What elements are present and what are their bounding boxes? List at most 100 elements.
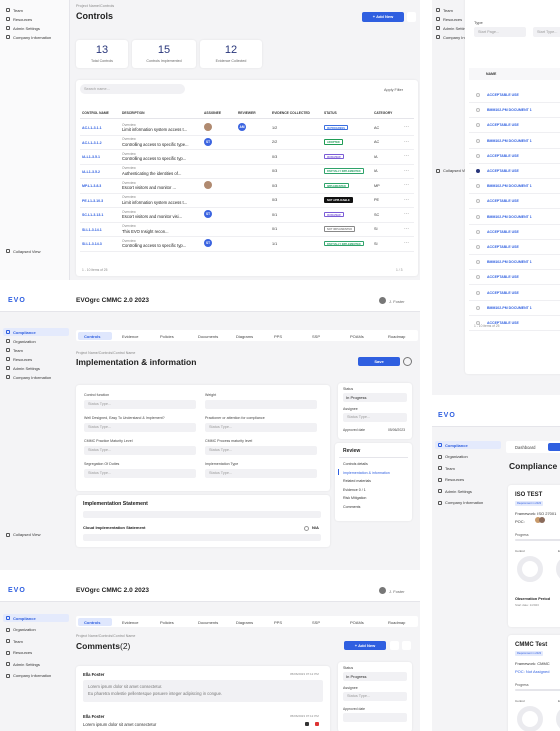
sidebar-item[interactable]: Admin Settings: [13, 25, 40, 31]
row-radio[interactable]: [476, 199, 480, 204]
sidebar-item[interactable]: Resources: [13, 16, 33, 22]
save-button[interactable]: Save: [358, 357, 400, 366]
tab[interactable]: Roadmap: [388, 619, 406, 625]
control-name[interactable]: MP.L1-3.8.3: [82, 184, 102, 188]
filter-button[interactable]: Apply Filter: [384, 87, 403, 92]
row-radio[interactable]: [476, 214, 480, 219]
document-name[interactable]: BMM102-PM DOCUMENT 1: [487, 108, 532, 113]
sidebar-item[interactable]: Resources: [13, 650, 33, 655]
refresh-button[interactable]: [403, 357, 412, 366]
card-title[interactable]: CMMC Test: [515, 642, 548, 648]
document-name[interactable]: ACCEPTABLE USE: [487, 290, 519, 295]
search-box[interactable]: Search name...: [80, 84, 185, 94]
sidebar-item[interactable]: Admin Settings: [443, 25, 470, 31]
filter-input[interactable]: Start Type...: [533, 27, 560, 37]
sidebar-item[interactable]: Organization: [13, 627, 36, 632]
sidebar-item[interactable]: Company Information: [443, 34, 482, 40]
control-name[interactable]: PE.L1-3.10.3: [82, 198, 104, 203]
row-radio[interactable]: [476, 321, 480, 325]
document-name[interactable]: ACCEPTABLE USE: [487, 199, 519, 204]
document-name[interactable]: BMM102-PM DOCUMENT 1: [487, 184, 532, 189]
sidebar-item[interactable]: Compliance: [445, 442, 468, 448]
row-radio[interactable]: [476, 93, 480, 97]
control-name[interactable]: SI.L1-3.14.1: [82, 227, 102, 232]
control-name[interactable]: AC.L1-3.1.1: [82, 126, 102, 130]
document-name[interactable]: ACCEPTABLE USE: [487, 245, 519, 249]
sidebar-item[interactable]: Organization: [445, 454, 468, 459]
back-button[interactable]: [402, 641, 411, 650]
review-item[interactable]: Controls details: [343, 462, 368, 466]
sidebar-item[interactable]: Company Information: [13, 673, 52, 678]
field-input[interactable]: Status Type...: [205, 446, 317, 455]
cloud-input[interactable]: [83, 534, 321, 541]
field-input[interactable]: Status Type...: [84, 446, 196, 455]
control-name[interactable]: AC.L1-3.1.2: [82, 140, 102, 145]
tab[interactable]: Dashboard: [515, 445, 536, 450]
tab[interactable]: Roadmap: [388, 333, 406, 339]
row-radio[interactable]: [476, 138, 480, 143]
document-name[interactable]: BMM102-PM DOCUMENT 1: [487, 138, 532, 143]
tab[interactable]: PPS: [274, 619, 283, 625]
tab[interactable]: Diagrams: [236, 333, 254, 339]
tab[interactable]: SSP: [312, 619, 321, 625]
field-input[interactable]: Status Type...: [84, 469, 196, 478]
tab[interactable]: Policies: [160, 333, 174, 339]
row-menu[interactable]: ⋯: [404, 138, 410, 145]
sidebar-item[interactable]: Admin Settings: [13, 365, 40, 371]
control-name[interactable]: SI.L1-3.14.3: [82, 242, 102, 246]
sidebar-item[interactable]: Compliance: [13, 329, 36, 335]
document-name[interactable]: ACCEPTABLE USE: [487, 169, 519, 173]
document-name[interactable]: BMM102-PM DOCUMENT 1: [487, 214, 532, 219]
row-menu[interactable]: ⋯: [404, 225, 410, 232]
document-name[interactable]: ACCEPTABLE USE: [487, 321, 519, 325]
assignee-select[interactable]: Status Type...: [343, 692, 407, 701]
field-input[interactable]: Status Type...: [84, 423, 196, 432]
filter-input[interactable]: Start Page...: [474, 27, 526, 37]
tab[interactable]: Controls: [84, 619, 101, 625]
toggle[interactable]: [304, 525, 309, 531]
row-radio[interactable]: [476, 305, 480, 310]
tab[interactable]: Policies: [160, 619, 174, 625]
row-menu[interactable]: ⋯: [404, 167, 410, 174]
sidebar-item[interactable]: Company Information: [445, 500, 484, 505]
row-radio[interactable]: [476, 275, 480, 280]
row-menu[interactable]: ⋯: [404, 240, 410, 246]
sidebar-item[interactable]: Compliance: [13, 615, 36, 621]
sidebar-item[interactable]: Team: [445, 465, 455, 471]
tab[interactable]: POAMs: [350, 619, 364, 625]
review-item[interactable]: Implementation & information: [343, 470, 390, 475]
document-name[interactable]: ACCEPTABLE USE: [487, 153, 519, 158]
tab[interactable]: Diagrams: [236, 619, 254, 625]
sidebar-item[interactable]: Team: [443, 7, 453, 13]
tab[interactable]: Documents: [198, 333, 219, 339]
sidebar-item[interactable]: Resources: [445, 477, 465, 482]
field-input[interactable]: Status Type...: [205, 423, 317, 432]
document-name[interactable]: BMM102-PM DOCUMENT 1: [487, 260, 532, 265]
more-button[interactable]: [390, 641, 399, 650]
tab[interactable]: SSP: [312, 333, 321, 339]
sidebar-item[interactable]: Resources: [13, 356, 33, 362]
sidebar-item[interactable]: Team: [13, 347, 23, 353]
tab[interactable]: POAMs: [350, 333, 364, 339]
field-input[interactable]: [205, 400, 317, 409]
control-name[interactable]: IA.L1-3.5.2: [82, 169, 100, 174]
row-menu[interactable]: ⋯: [404, 124, 410, 130]
row-menu[interactable]: ⋯: [404, 182, 410, 188]
sidebar-item[interactable]: Admin Settings: [445, 488, 472, 494]
document-name[interactable]: ACCEPTABLE USE: [487, 123, 519, 128]
row-radio[interactable]: [476, 245, 480, 249]
tab[interactable]: Evidence: [122, 333, 139, 339]
row-menu[interactable]: ⋯: [404, 153, 410, 159]
pagination-pages[interactable]: 1 / 3: [396, 268, 403, 272]
control-name[interactable]: IA.L1-3.5.1: [82, 155, 100, 159]
control-name[interactable]: SC.L1-3.13.1: [82, 213, 104, 217]
row-menu[interactable]: ⋯: [404, 196, 410, 203]
tab[interactable]: Documents: [198, 619, 219, 625]
row-menu[interactable]: ⋯: [404, 211, 410, 217]
review-item[interactable]: Risk Mitigation: [343, 496, 367, 500]
approved-input[interactable]: [343, 713, 407, 722]
sidebar-item[interactable]: Admin Settings: [13, 661, 40, 667]
row-radio[interactable]: [476, 123, 480, 128]
statement-input[interactable]: [83, 511, 321, 518]
review-item[interactable]: Evidence 0 / 1: [343, 487, 366, 492]
